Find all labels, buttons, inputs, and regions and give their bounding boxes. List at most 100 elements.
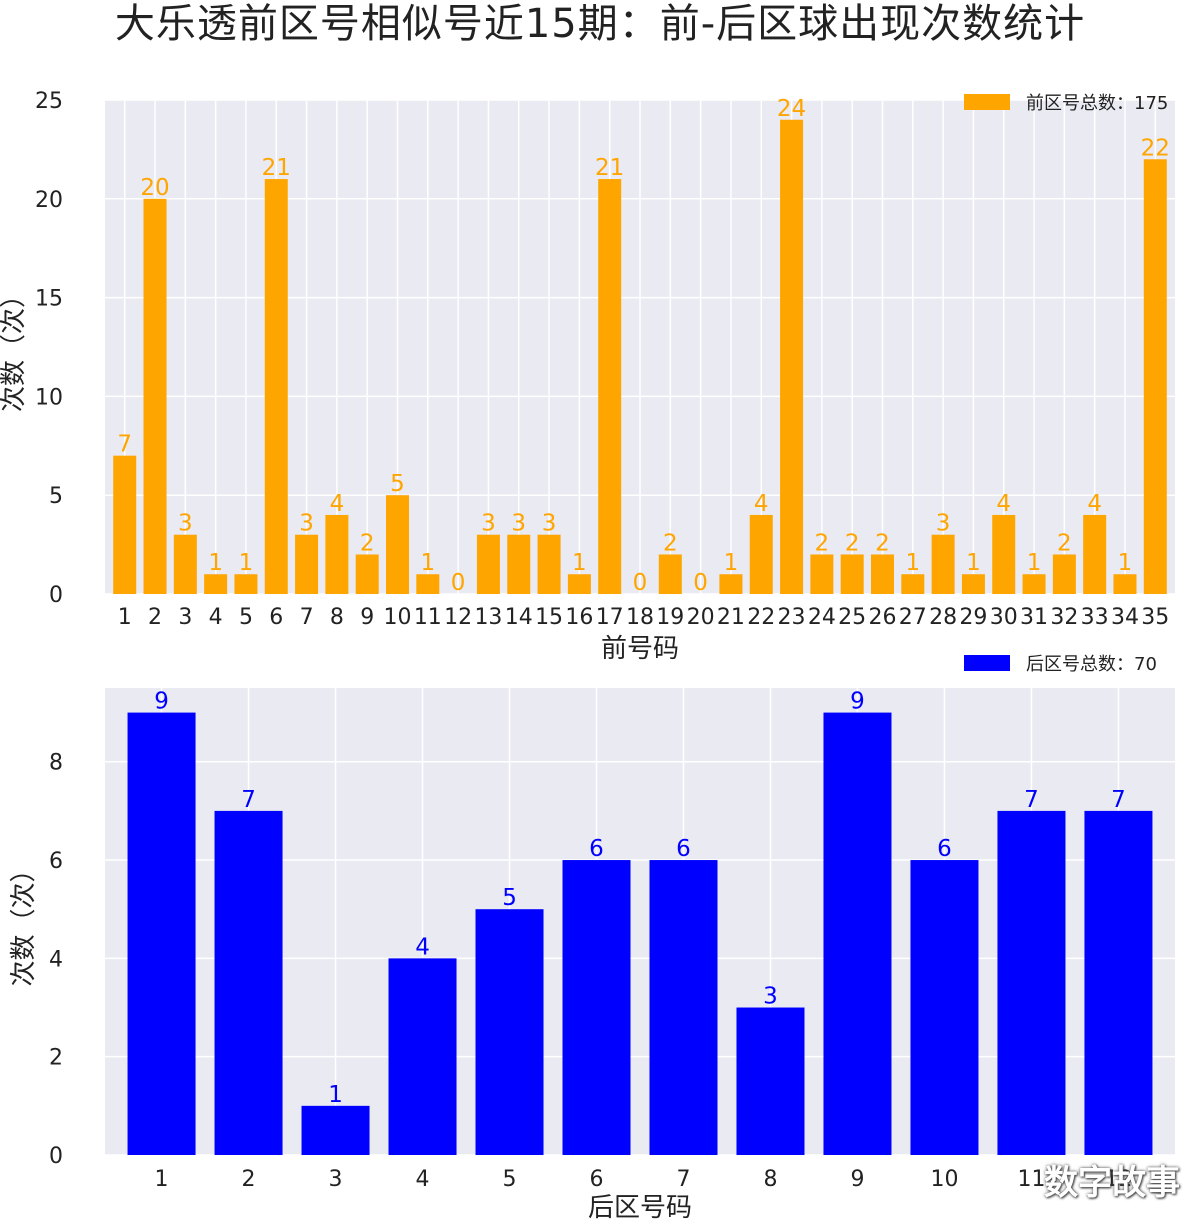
chart2-y-tick-label: 4	[49, 947, 63, 972]
chart1-bar	[749, 514, 773, 594]
chart2-bar-value-label: 7	[241, 787, 256, 813]
chart1-bar	[598, 179, 622, 595]
chart1-x-tick-label: 27	[899, 605, 927, 630]
chart1-bar-value-label: 1	[905, 550, 920, 576]
chart1-y-tick-label: 20	[35, 188, 63, 213]
chart1-bar-value-label: 24	[777, 96, 806, 122]
chart2-bar-value-label: 6	[589, 836, 604, 862]
chart2-bar-value-label: 1	[328, 1082, 343, 1108]
chart1-bar	[1022, 574, 1046, 594]
chart1-x-tick-label: 29	[959, 605, 987, 630]
chart2-x-tick-label: 4	[416, 1167, 430, 1192]
chart1-bar	[810, 554, 834, 594]
chart2-legend-swatch	[964, 655, 1010, 671]
chart1-x-tick-label: 3	[178, 605, 192, 630]
chart2-bar-value-label: 9	[850, 689, 865, 715]
chart1-y-tick-label: 0	[49, 583, 63, 608]
chart2-bar	[214, 810, 283, 1155]
chart1-bar-value-label: 1	[239, 550, 254, 576]
chart1-bar	[264, 179, 288, 595]
chart2-bar	[823, 712, 892, 1155]
chart1-x-axis-label: 前号码	[601, 634, 679, 664]
chart1-bar	[901, 574, 925, 594]
chart1-bar-value-label: 1	[208, 550, 223, 576]
chart2-legend-label: 后区号总数：70	[1026, 654, 1157, 675]
chart1-bar	[870, 554, 894, 594]
chart1-bar-value-label: 1	[420, 550, 435, 576]
chart1-x-tick-label: 19	[656, 605, 684, 630]
chart2-bar	[301, 1105, 370, 1155]
chart1-legend-swatch	[964, 94, 1010, 110]
chart1-x-tick-label: 35	[1141, 605, 1169, 630]
chart1-bar-value-label: 1	[724, 550, 739, 576]
chart1-x-tick-label: 21	[717, 605, 745, 630]
chart1-bar	[931, 534, 955, 594]
chart1-bar-value-label: 2	[1057, 530, 1072, 556]
chart1-bar-value-label: 1	[1027, 550, 1042, 576]
chart1-x-tick-label: 32	[1050, 605, 1078, 630]
chart2-bar-value-label: 5	[502, 885, 517, 911]
chart2-bar	[475, 909, 544, 1155]
chart2-bar	[910, 860, 979, 1155]
chart1-x-tick-label: 17	[596, 605, 624, 630]
chart1-x-tick-label: 23	[778, 605, 806, 630]
chart2-x-tick-label: 2	[242, 1167, 256, 1192]
chart2-bar-value-label: 7	[1111, 787, 1126, 813]
chart1-bar-value-label: 3	[178, 511, 193, 537]
chart1-bar-value-label: 7	[117, 432, 132, 458]
chart2-bar-value-label: 7	[1024, 787, 1039, 813]
chart2-x-tick-label: 12	[1104, 1167, 1132, 1192]
chart1-bar	[1052, 554, 1076, 594]
chart2-x-tick-label: 3	[329, 1167, 343, 1192]
chart2-bar-value-label: 6	[676, 836, 691, 862]
chart1-bar	[567, 574, 591, 594]
chart1-x-tick-label: 16	[565, 605, 593, 630]
chart1-bar-value-label: 20	[140, 175, 169, 201]
chart1-y-tick-label: 5	[49, 484, 63, 509]
chart2-y-tick-label: 0	[49, 1144, 63, 1169]
chart1-bar	[780, 119, 804, 594]
chart1-bar-value-label: 4	[754, 491, 769, 517]
chart1-bar	[1143, 159, 1167, 594]
chart1-y-axis-label: 次数（次）	[0, 282, 29, 412]
chart1-x-tick-label: 11	[414, 605, 442, 630]
chart1-bar-value-label: 4	[1087, 491, 1102, 517]
chart1-y-tick-label: 15	[35, 287, 63, 312]
chart2-bar	[562, 860, 631, 1155]
chart1-bar	[658, 554, 682, 594]
chart1-bar	[416, 574, 440, 594]
chart2-x-tick-label: 5	[503, 1167, 517, 1192]
chart2-bar-value-label: 4	[415, 934, 430, 960]
chart1-x-tick-label: 9	[360, 605, 374, 630]
chart2-plot-area	[105, 688, 1175, 1155]
chart1-bar-value-label: 1	[572, 550, 587, 576]
chart2-y-tick-label: 6	[49, 849, 63, 874]
chart1-x-tick-label: 30	[990, 605, 1018, 630]
chart2-x-tick-label: 8	[763, 1167, 777, 1192]
chart1-bar	[476, 534, 500, 594]
chart1-bar	[719, 574, 743, 594]
chart1-bar	[325, 514, 349, 594]
chart2-bar-value-label: 6	[937, 836, 952, 862]
chart2-bar-value-label: 3	[763, 984, 778, 1010]
chart2-x-axis-label: 后区号码	[588, 1193, 692, 1221]
chart1-bar	[1113, 574, 1137, 594]
chart2-x-tick-label: 9	[850, 1167, 864, 1192]
chart1-bar-value-label: 3	[481, 511, 496, 537]
chart2-x-tick-label: 11	[1017, 1167, 1045, 1192]
chart2-x-tick-label: 10	[930, 1167, 958, 1192]
chart1-bar	[234, 574, 258, 594]
chart1-x-tick-label: 24	[808, 605, 836, 630]
chart1-bar	[840, 554, 864, 594]
chart1-bar-value-label: 1	[1118, 550, 1133, 576]
chart2-bar-value-label: 9	[154, 689, 169, 715]
chart1-x-tick-label: 13	[474, 605, 502, 630]
chart1-x-tick-label: 12	[444, 605, 472, 630]
chart1-bar	[295, 534, 319, 594]
chart1-x-tick-label: 6	[269, 605, 283, 630]
chart2-y-axis-label: 次数（次）	[9, 856, 39, 986]
chart1-bar-value-label: 3	[542, 511, 557, 537]
chart1-bar-value-label: 3	[299, 511, 314, 537]
chart1-bar	[143, 198, 167, 595]
chart1-bar-value-label: 4	[996, 491, 1011, 517]
